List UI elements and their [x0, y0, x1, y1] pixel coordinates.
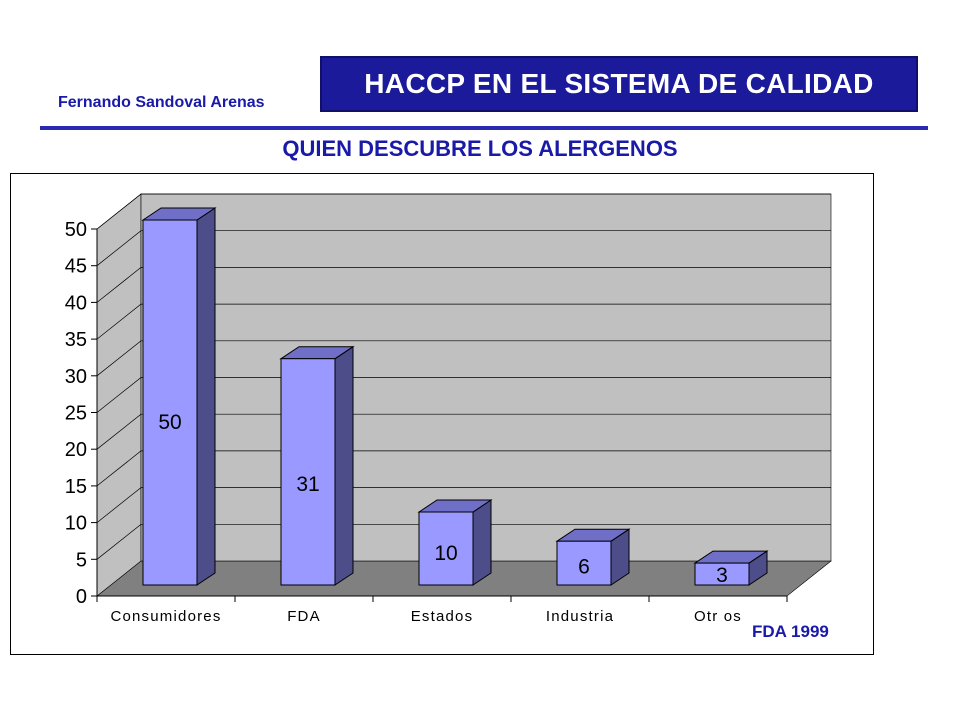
y-tick-label: 35	[65, 329, 87, 351]
bar-side	[196, 207, 216, 586]
source-note: FDA 1999	[752, 622, 829, 641]
gridline	[96, 413, 831, 450]
gridline	[96, 230, 831, 266]
bar-consumidores	[142, 219, 198, 586]
y-tick-label: 40	[65, 292, 87, 314]
bar-industria	[556, 540, 612, 586]
y-tick-label: 50	[65, 219, 87, 241]
x-category-label: Consumidores	[110, 608, 221, 625]
bar-data-label: 10	[434, 542, 457, 565]
gridline	[96, 267, 831, 303]
x-category-label: Industria	[546, 608, 614, 625]
gridline	[96, 487, 831, 523]
gridline	[96, 303, 831, 340]
y-tick-label: 45	[65, 256, 87, 278]
y-tick-label: 5	[76, 549, 87, 571]
gridline	[96, 450, 831, 487]
x-category-label: Otr os	[694, 608, 742, 625]
gridline	[96, 340, 831, 377]
y-tick-label: 25	[65, 403, 87, 425]
gridline	[96, 193, 831, 230]
bar-side	[334, 345, 354, 586]
author-name: Fernando Sandoval Arenas	[58, 94, 265, 111]
bar-side	[472, 499, 492, 586]
title-banner: HACCP EN EL SISTEMA DE CALIDAD	[320, 56, 918, 112]
y-tick-label: 10	[65, 513, 87, 535]
page-title: HACCP EN EL SISTEMA DE CALIDAD	[364, 68, 874, 99]
bar-fda	[280, 358, 336, 586]
y-tick-label: 30	[65, 366, 87, 388]
bar-estados	[418, 511, 474, 586]
bar-data-label: 31	[296, 473, 319, 496]
x-category-label: FDA	[287, 608, 321, 625]
bar-data-label: 50	[158, 411, 181, 434]
gridline	[96, 523, 831, 560]
gridline	[96, 377, 831, 413]
bar-data-label: 6	[578, 555, 590, 578]
bar-chart: 0 5 10 15 20 25 30 35 40 45 50 50 Consumidores 31 FDA 1…	[65, 193, 832, 625]
bar-otros	[694, 562, 750, 586]
bar-data-label: 3	[716, 564, 728, 587]
chart-subtitle: QUIEN DESCUBRE LOS ALERGENOS	[282, 136, 678, 161]
chart-frame: 0 5 10 15 20 25 30 35 40 45 50 50 Consumidores 31 FDA 1…	[10, 173, 874, 655]
y-tick-label: 0	[76, 586, 87, 608]
y-tick-label: 20	[65, 439, 87, 461]
header-divider	[40, 126, 928, 130]
x-category-label: Estados	[411, 608, 474, 625]
y-tick-label: 15	[65, 476, 87, 498]
